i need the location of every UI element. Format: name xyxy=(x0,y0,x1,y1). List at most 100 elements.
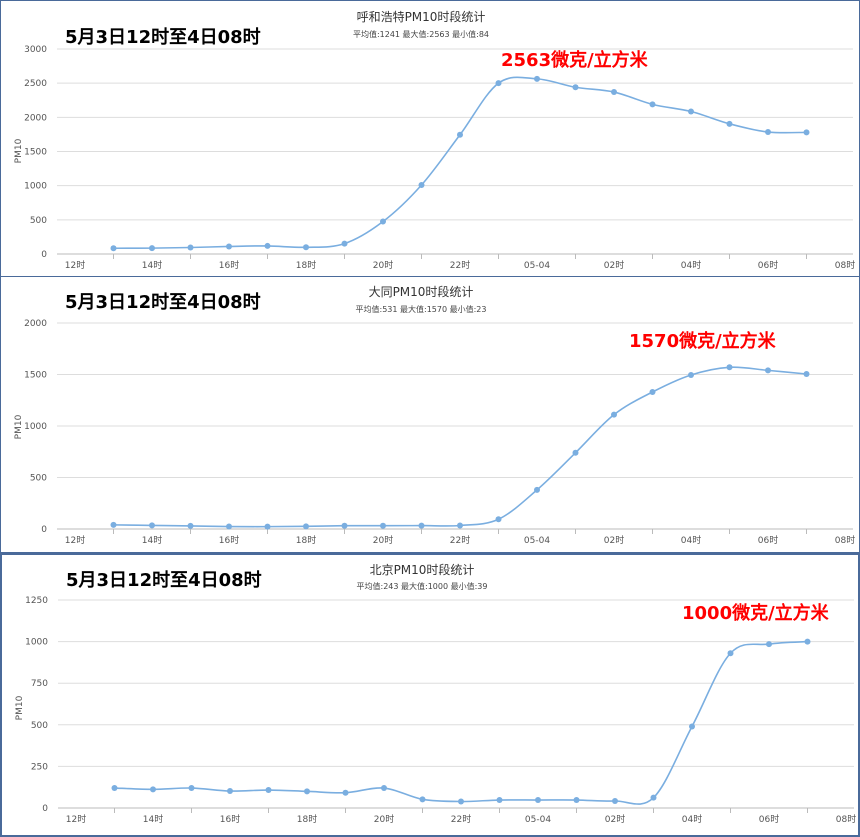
data-point xyxy=(380,218,386,225)
y-tick-label: 0 xyxy=(41,525,47,535)
x-tick-label: 08时 xyxy=(836,813,856,825)
x-tick-label: 05-04 xyxy=(524,261,550,271)
x-tick-label: 12时 xyxy=(65,259,85,271)
chart-subtitle: 平均值:243 最大值:1000 最小值:39 xyxy=(357,581,488,591)
data-point xyxy=(766,641,772,648)
data-point xyxy=(573,797,580,804)
data-point xyxy=(649,389,656,396)
data-point xyxy=(187,522,194,529)
peak-value-label: 1000微克/立方米 xyxy=(682,603,829,624)
y-tick-label: 500 xyxy=(30,474,47,484)
x-tick-label: 16时 xyxy=(220,813,240,825)
y-tick-label: 1250 xyxy=(25,596,48,606)
y-tick-label: 1000 xyxy=(24,182,47,192)
x-tick-label: 20时 xyxy=(373,259,393,271)
data-point xyxy=(572,84,579,91)
time-range-label: 5月3日12时至4日08时 xyxy=(65,292,261,313)
chart-panel-beijing: 北京PM10时段统计平均值:243 最大值:1000 最小值:39 0 250 500… xyxy=(0,553,860,837)
data-point xyxy=(188,785,195,792)
chart-subtitle: 平均值:531 最大值:1570 最小值:23 xyxy=(356,304,487,314)
data-point xyxy=(226,523,232,530)
data-point xyxy=(458,798,464,805)
chart-subtitle: 平均值:1241 最大值:2563 最小值:84 xyxy=(353,29,489,39)
x-tick-label: 04时 xyxy=(681,259,701,271)
y-tick-label: 500 xyxy=(30,216,47,226)
data-point xyxy=(226,243,232,250)
x-tick-label: 06时 xyxy=(758,534,778,546)
x-tick-label: 16时 xyxy=(219,259,239,271)
y-tick-label: 0 xyxy=(42,804,48,814)
x-tick-label: 22时 xyxy=(450,259,470,271)
data-point xyxy=(419,796,426,803)
data-point xyxy=(304,788,310,795)
x-tick-label: 04时 xyxy=(681,534,701,546)
y-axis-label: PM10 xyxy=(14,138,24,163)
data-point xyxy=(341,522,348,529)
x-tick-label: 08时 xyxy=(835,534,855,546)
data-point xyxy=(535,797,541,804)
series-line xyxy=(113,366,807,528)
data-point xyxy=(110,521,117,528)
x-tick-label: 02时 xyxy=(604,534,624,546)
data-point xyxy=(496,797,503,804)
data-point xyxy=(612,798,618,805)
data-point xyxy=(495,516,502,523)
y-axis-label: PM10 xyxy=(15,695,25,720)
y-tick-label: 1500 xyxy=(24,148,47,158)
x-tick-label: 05-04 xyxy=(525,815,551,825)
data-point xyxy=(380,522,386,529)
data-point xyxy=(650,794,657,801)
data-point xyxy=(726,364,733,371)
peak-value-label: 2563微克/立方米 xyxy=(501,50,648,71)
series-line xyxy=(114,640,808,805)
data-point xyxy=(688,372,694,379)
data-point xyxy=(303,244,309,251)
x-tick-label: 02时 xyxy=(605,813,625,825)
y-tick-label: 0 xyxy=(41,250,47,260)
y-tick-label: 500 xyxy=(31,721,48,731)
series-line xyxy=(113,76,807,250)
chart-title: 北京PM10时段统计 xyxy=(370,562,475,577)
chart-panel-datong: 大同PM10时段统计 平均值:531 最大值:1570 最小值:23 0 500 100… xyxy=(0,277,860,553)
data-point xyxy=(341,240,348,247)
data-point xyxy=(264,242,271,249)
y-tick-label: 1000 xyxy=(24,422,47,432)
x-tick-label: 14时 xyxy=(143,813,163,825)
data-point xyxy=(765,129,771,136)
x-tick-label: 18时 xyxy=(297,813,317,825)
data-point xyxy=(727,650,734,657)
data-point xyxy=(187,244,194,251)
data-point xyxy=(111,785,118,792)
x-tick-label: 04时 xyxy=(682,813,702,825)
x-tick-label: 02时 xyxy=(604,259,624,271)
data-point xyxy=(457,131,463,138)
data-point xyxy=(572,449,579,456)
x-tick-label: 20时 xyxy=(374,813,394,825)
y-tick-label: 2000 xyxy=(24,319,47,329)
x-tick-label: 06时 xyxy=(758,259,778,271)
data-point xyxy=(611,89,617,96)
x-tick-label: 18时 xyxy=(296,259,316,271)
data-point xyxy=(803,370,810,377)
x-tick-label: 14时 xyxy=(142,259,162,271)
y-axis-label: PM10 xyxy=(14,414,24,439)
x-tick-label: 20时 xyxy=(373,534,393,546)
peak-value-label: 1570微克/立方米 xyxy=(629,331,776,352)
data-point xyxy=(264,523,271,530)
x-tick-label: 12时 xyxy=(66,813,86,825)
x-tick-label: 05-04 xyxy=(524,536,550,546)
data-point xyxy=(381,785,387,792)
data-point xyxy=(611,411,617,418)
data-point xyxy=(495,80,502,87)
data-point xyxy=(649,101,656,108)
data-point xyxy=(726,120,733,127)
x-tick-label: 16时 xyxy=(219,534,239,546)
data-point xyxy=(342,789,349,796)
x-tick-label: 08时 xyxy=(835,259,855,271)
x-tick-label: 22时 xyxy=(450,534,470,546)
data-point xyxy=(534,486,540,493)
data-point xyxy=(457,522,463,529)
y-tick-label: 250 xyxy=(31,762,48,772)
